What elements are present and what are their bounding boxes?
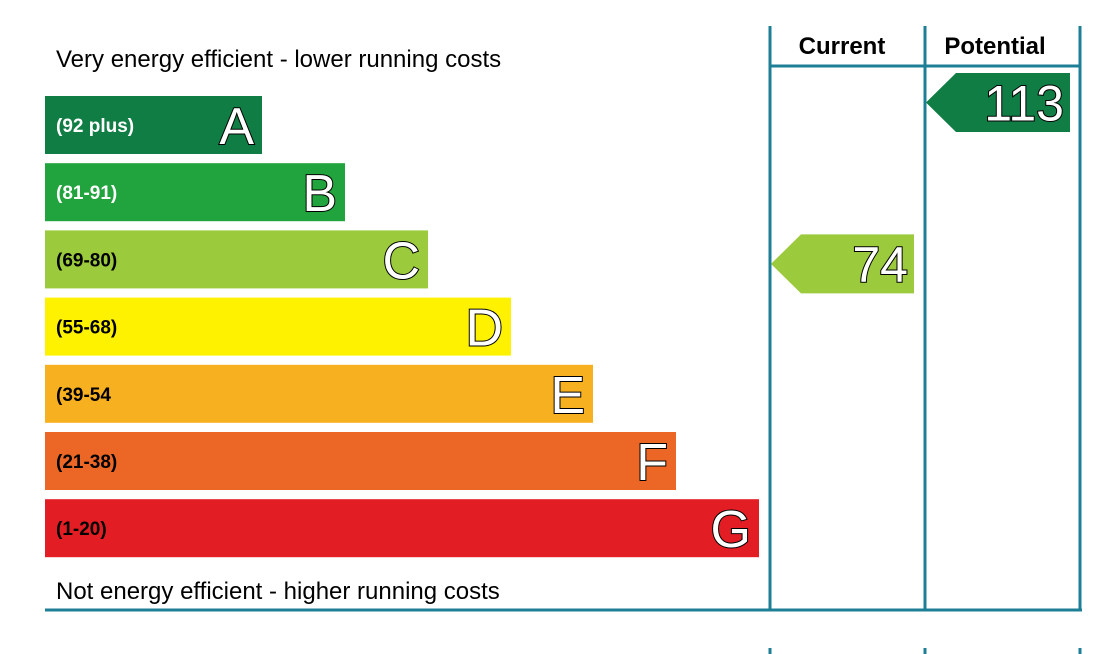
band-bar <box>45 230 428 289</box>
band-bar <box>45 163 345 222</box>
band-range-label: (69-80) <box>56 250 117 271</box>
current-rating-arrow: 74 <box>771 234 914 294</box>
potential-rating-arrow-shape <box>926 73 1070 132</box>
band-f: (21-38) F <box>45 432 676 493</box>
band-letter: E <box>550 367 585 425</box>
potential-column-header: Potential <box>944 33 1045 60</box>
band-c: (69-80) C <box>45 230 428 291</box>
band-e: (39-54 E <box>45 364 593 426</box>
band-letter: D <box>465 300 503 358</box>
band-range-label: (55-68) <box>56 318 117 339</box>
band-letter: F <box>636 434 668 492</box>
chart-frame <box>45 26 1082 654</box>
band-bar <box>45 499 759 558</box>
band-letter: C <box>382 232 420 290</box>
band-letter: A <box>219 98 254 156</box>
current-rating-arrow-value: 74 <box>852 237 908 293</box>
rating-bands: (92 plus) A (81-91) B (69-80) C (55-68) D (39-54… <box>45 96 759 560</box>
band-range-label: (81-91) <box>56 183 117 204</box>
band-range-label: (1-20) <box>56 519 107 540</box>
band-bar <box>45 432 676 490</box>
band-bar <box>45 364 593 423</box>
band-range-label: (39-54 <box>56 385 111 406</box>
current-rating-arrow-shape <box>771 234 914 294</box>
potential-rating-arrow-value: 113 <box>984 76 1064 132</box>
rating-arrows: 74 113 <box>771 73 1070 294</box>
band-range-label: (92 plus) <box>56 116 134 137</box>
potential-rating-arrow: 113 <box>926 73 1070 133</box>
band-bar <box>45 96 262 154</box>
top-caption: Very energy efficient - lower running co… <box>56 46 501 73</box>
band-b: (81-91) B <box>45 163 345 224</box>
band-range-label: (21-38) <box>56 452 117 473</box>
band-d: (55-68) D <box>45 297 511 359</box>
band-bar <box>45 297 511 356</box>
band-g: (1-20) G <box>45 499 759 560</box>
band-letter: G <box>711 501 751 559</box>
band-letter: B <box>302 165 337 223</box>
band-a: (92 plus) A <box>45 96 262 157</box>
bottom-caption: Not energy efficient - higher running co… <box>56 578 500 605</box>
current-column-header: Current <box>799 33 886 60</box>
